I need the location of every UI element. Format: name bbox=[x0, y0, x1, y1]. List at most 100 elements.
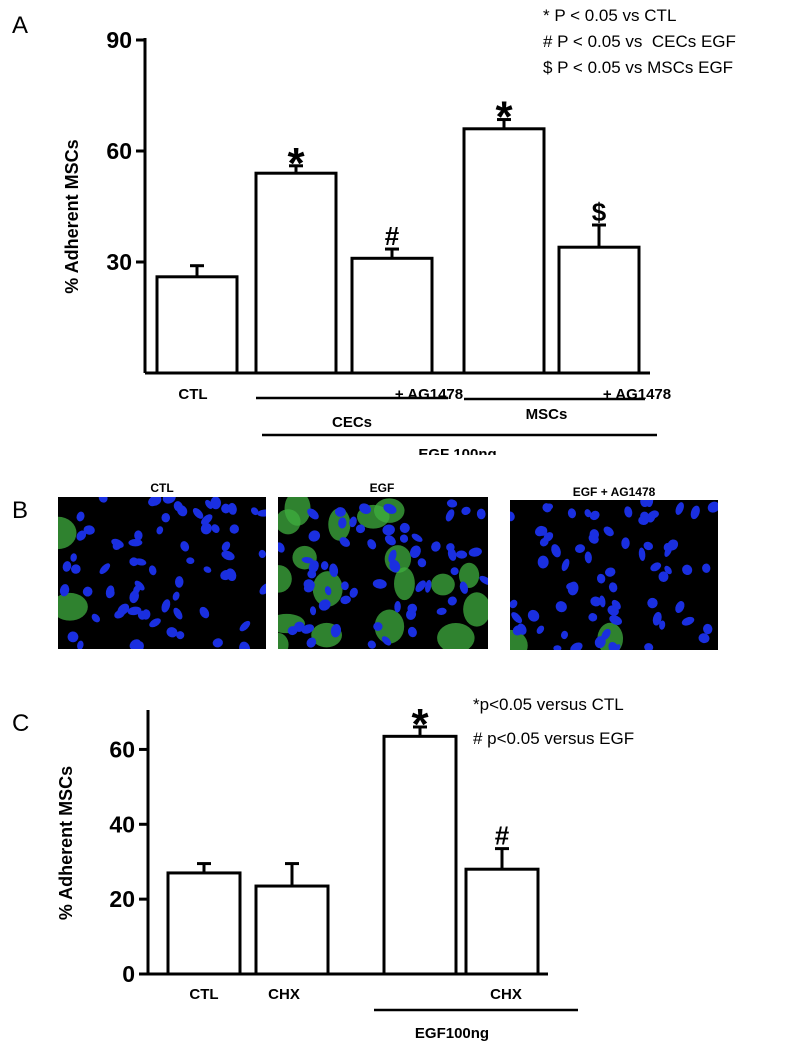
stained-cell bbox=[394, 567, 415, 601]
nucleus bbox=[199, 606, 210, 619]
nucleus bbox=[129, 639, 142, 649]
nucleus bbox=[349, 587, 358, 598]
chart-c-significance-mark: * bbox=[411, 700, 429, 749]
micrograph-label-ctl: CTL bbox=[150, 481, 174, 495]
nucleus bbox=[596, 573, 606, 584]
chart-c-bar bbox=[166, 871, 242, 976]
chart-c-bar bbox=[382, 734, 458, 976]
micrograph-egf bbox=[278, 497, 488, 649]
nucleus bbox=[134, 530, 143, 541]
nucleus bbox=[703, 623, 713, 635]
nucleus bbox=[389, 559, 401, 573]
stained-cell bbox=[510, 629, 528, 650]
nucleus bbox=[71, 564, 81, 574]
nucleus bbox=[372, 579, 387, 589]
chart-c-x-tick-label: CTL bbox=[189, 986, 218, 1003]
nucleus bbox=[638, 547, 646, 562]
nucleus bbox=[83, 525, 95, 535]
nucleus bbox=[675, 601, 685, 613]
nucleus bbox=[527, 609, 540, 622]
nucleus bbox=[599, 595, 606, 608]
nucleus bbox=[340, 595, 351, 605]
nucleus bbox=[609, 615, 622, 626]
nucleus bbox=[137, 610, 147, 620]
nucleus bbox=[318, 599, 331, 611]
nucleus bbox=[176, 505, 188, 517]
nucleus bbox=[560, 630, 568, 640]
nucleus bbox=[349, 516, 357, 528]
nucleus bbox=[479, 575, 488, 585]
nucleus bbox=[537, 555, 549, 569]
nucleus bbox=[603, 526, 614, 537]
nucleus bbox=[239, 620, 251, 632]
panel-a-legend: * P < 0.05 vs CTL # P < 0.05 vs CECs EGF… bbox=[543, 3, 736, 81]
nucleus bbox=[610, 644, 621, 650]
chart-a-significance-mark: * bbox=[495, 93, 513, 142]
nucleus bbox=[436, 607, 447, 615]
panel-c-legend: *p<0.05 versus CTL # p<0.05 versus EGF bbox=[473, 688, 634, 756]
chart-c-bar bbox=[254, 884, 330, 976]
chart-a-x-tick-label: CTL bbox=[178, 386, 207, 403]
chart-a-y-tick-label: 60 bbox=[106, 138, 132, 164]
nucleus bbox=[648, 510, 659, 519]
nucleus bbox=[161, 513, 171, 523]
nucleus bbox=[698, 633, 710, 644]
legend-line: * P < 0.05 vs CTL bbox=[543, 6, 677, 25]
nucleus bbox=[567, 508, 576, 519]
chart-c-bar bbox=[464, 867, 540, 976]
nucleus bbox=[584, 551, 592, 564]
nucleus bbox=[306, 637, 317, 648]
nucleus bbox=[98, 497, 108, 503]
nucleus bbox=[624, 506, 633, 518]
chart-c-y-axis-label: % Adherent MSCs bbox=[56, 766, 76, 920]
nucleus bbox=[225, 568, 237, 582]
nucleus bbox=[510, 511, 515, 522]
nucleus bbox=[303, 582, 315, 593]
nucleus bbox=[566, 582, 577, 591]
nucleus bbox=[664, 565, 672, 575]
nucleus bbox=[355, 524, 366, 534]
nucleus bbox=[647, 597, 658, 609]
micrograph-label-egf-ag1478: EGF + AG1478 bbox=[572, 485, 656, 499]
nucleus bbox=[76, 511, 85, 522]
nucleus bbox=[180, 541, 190, 552]
legend-line: $ P < 0.05 vs MSCs EGF bbox=[543, 58, 734, 77]
stained-cell bbox=[278, 565, 292, 593]
chart-a-bar bbox=[462, 127, 546, 375]
nucleus bbox=[425, 579, 432, 593]
nucleus bbox=[149, 497, 162, 506]
nucleus bbox=[149, 618, 161, 628]
nucleus bbox=[259, 583, 266, 595]
nucleus bbox=[77, 640, 84, 649]
nucleus bbox=[650, 562, 662, 572]
panel-letter-b: B bbox=[12, 497, 29, 524]
stained-cell bbox=[437, 623, 475, 649]
micrograph-label-egf: EGF bbox=[369, 481, 395, 495]
stained-cell bbox=[431, 573, 455, 596]
nucleus bbox=[105, 585, 115, 599]
nucleus bbox=[221, 503, 231, 514]
nucleus bbox=[161, 599, 171, 613]
micrograph-egf-ag1478 bbox=[510, 500, 718, 650]
chart-c-y-tick-label: 0 bbox=[122, 961, 135, 987]
nucleus bbox=[162, 497, 176, 504]
nucleus bbox=[461, 506, 471, 515]
chart-c-x-tick-label: CHX bbox=[268, 986, 300, 1003]
nucleus bbox=[221, 541, 231, 552]
nucleus bbox=[341, 581, 349, 591]
nucleus bbox=[62, 561, 72, 572]
nucleus bbox=[553, 645, 562, 650]
nucleus bbox=[338, 517, 347, 529]
chart-a-bar bbox=[155, 275, 239, 375]
nucleus bbox=[539, 537, 549, 547]
nucleus bbox=[544, 503, 554, 511]
nucleus bbox=[359, 503, 372, 514]
nucleus bbox=[707, 501, 718, 513]
nucleus bbox=[239, 641, 251, 649]
nucleus bbox=[388, 549, 397, 563]
stained-cell bbox=[463, 592, 488, 627]
nucleus bbox=[551, 544, 561, 558]
chart-c-significance-mark: # bbox=[495, 821, 510, 851]
stained-cell bbox=[278, 632, 289, 649]
nucleus bbox=[76, 530, 87, 541]
